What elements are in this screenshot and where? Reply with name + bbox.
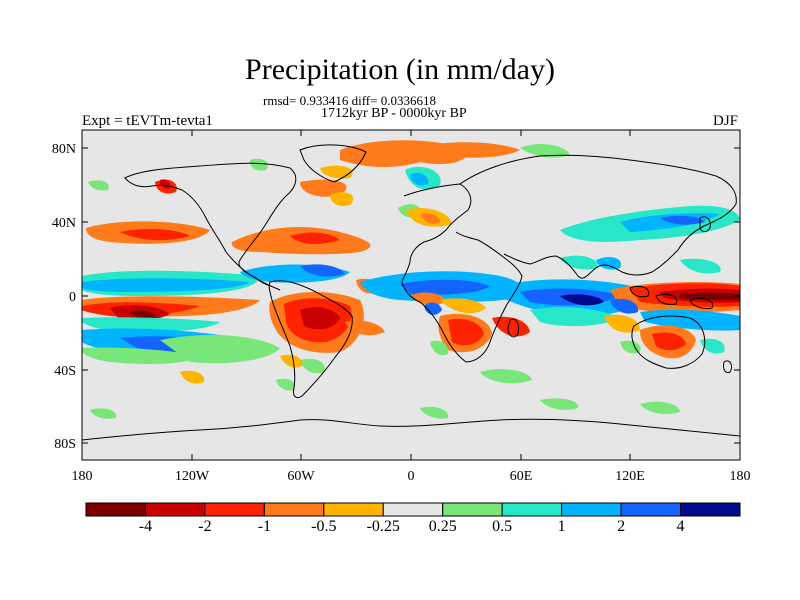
colorbar-label: -1 <box>257 518 272 535</box>
colorbar-label: 4 <box>676 518 685 535</box>
colorbar-swatch <box>382 502 444 517</box>
colorbar-label: -0.5 <box>311 518 337 535</box>
colorbar-swatch <box>561 502 622 517</box>
lat-label: 80S <box>54 437 76 452</box>
colorbar-swatch <box>204 502 265 517</box>
colorbar-label: 1 <box>557 518 566 535</box>
lon-label: 60E <box>510 469 533 484</box>
map-title: Precipitation (in mm/day) <box>245 53 555 86</box>
lat-label: 40S <box>54 364 76 379</box>
lon-label: 180 <box>72 469 93 484</box>
colorbar-swatch <box>144 502 206 517</box>
lon-label: 120E <box>615 469 645 484</box>
colorbar-label: -0.25 <box>366 518 400 535</box>
colorbar-swatch <box>442 502 503 517</box>
colorbar-swatch <box>620 502 682 517</box>
lat-label: 0 <box>69 290 76 305</box>
colorbar <box>85 502 741 517</box>
rmsd-diff-stats: rmsd= 0.933416 diff= 0.0336618 <box>263 93 436 108</box>
experiment-label: Expt = tEVTm-tevta1 <box>82 113 213 129</box>
season-label: DJF <box>712 113 738 129</box>
colorbar-label: 2 <box>617 518 626 535</box>
colorbar-swatch <box>501 502 563 517</box>
coastlines <box>82 144 740 441</box>
lon-label: 0 <box>408 469 415 484</box>
colorbar-label: 0.5 <box>492 518 513 535</box>
lon-label: 120W <box>175 469 210 484</box>
lon-label: 180 <box>730 469 751 484</box>
colorbar-swatch <box>85 502 146 517</box>
time-period-label: 1712kyr BP - 0000kyr BP <box>321 106 467 121</box>
colorbar-swatch <box>680 502 741 517</box>
anomaly-fields <box>82 140 740 419</box>
colorbar-label: 0.25 <box>428 518 457 535</box>
colorbar-swatch <box>263 502 325 517</box>
colorbar-swatch <box>323 502 384 517</box>
axis-ticks <box>81 130 741 460</box>
colorbar-label: -2 <box>198 518 212 535</box>
lon-label: 60W <box>287 469 315 484</box>
lat-label: 40N <box>52 216 76 231</box>
colorbar-label: -4 <box>138 518 153 535</box>
lat-label: 80N <box>52 142 76 157</box>
